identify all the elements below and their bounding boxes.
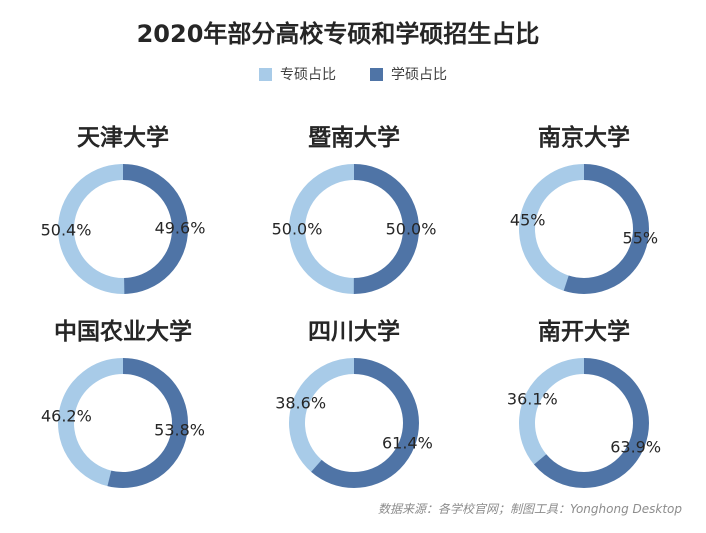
legend: 专硕占比 学硕占比 <box>0 64 706 84</box>
pct-label-zhuanshuo: 38.6% <box>275 393 327 413</box>
panel-title: 中国农业大学 <box>54 319 192 345</box>
source-note: 数据来源：各学校官网；制图工具：Yonghong Desktop <box>377 502 682 516</box>
panel-title: 暨南大学 <box>308 125 400 151</box>
slice-xueshuo <box>58 358 188 488</box>
slice-xueshuo <box>289 164 419 294</box>
pct-label-xueshuo: 53.8% <box>154 420 206 440</box>
donut-panel: 四川大学 38.6% 61.4% <box>264 312 444 502</box>
legend-label-zhuanshuo: 专硕占比 <box>280 67 336 83</box>
pct-label-xueshuo: 49.6% <box>154 218 206 238</box>
legend-label-xueshuo: 学硕占比 <box>391 67 447 83</box>
donut-panel: 天津大学 50.4% 49.6% <box>33 118 213 308</box>
donut-chart <box>58 164 188 294</box>
chart-title: 2020年部分高校专硕和学硕招生占比 <box>136 20 540 48</box>
donut-chart <box>58 358 188 488</box>
pct-label-zhuanshuo: 50.4% <box>40 220 92 240</box>
donut-panel: 南开大学 36.1% 63.9% <box>494 312 674 502</box>
slice-xueshuo <box>289 358 419 488</box>
donut-panel: 中国农业大学 46.2% 53.8% <box>33 312 213 502</box>
donut-chart <box>289 358 419 488</box>
donut-chart <box>519 164 649 294</box>
pct-label-xueshuo: 61.4% <box>381 433 433 453</box>
pct-label-zhuanshuo: 36.1% <box>506 389 558 409</box>
panel-title: 南京大学 <box>538 125 630 151</box>
panel-title: 南开大学 <box>538 319 630 345</box>
legend-item-xueshuo: 学硕占比 <box>370 64 447 84</box>
slice-xueshuo <box>519 164 649 294</box>
slice-xueshuo <box>519 358 649 488</box>
legend-swatch-zhuanshuo <box>259 67 272 81</box>
pct-label-xueshuo: 63.9% <box>610 437 662 457</box>
slice-xueshuo <box>58 164 188 294</box>
panel-title: 四川大学 <box>308 319 400 345</box>
pct-label-zhuanshuo: 50.0% <box>271 219 323 239</box>
panel-title: 天津大学 <box>77 125 169 151</box>
donut-panel: 暨南大学 50.0% 50.0% <box>264 118 444 308</box>
pct-label-zhuanshuo: 45% <box>509 210 546 230</box>
donut-chart <box>519 358 649 488</box>
legend-item-zhuanshuo: 专硕占比 <box>259 64 336 84</box>
pct-label-xueshuo: 55% <box>622 228 659 248</box>
pct-label-zhuanshuo: 46.2% <box>40 406 92 426</box>
donut-chart <box>289 164 419 294</box>
legend-swatch-xueshuo <box>370 67 383 81</box>
pct-label-xueshuo: 50.0% <box>385 219 437 239</box>
donut-panel: 南京大学 45% 55% <box>494 118 674 308</box>
